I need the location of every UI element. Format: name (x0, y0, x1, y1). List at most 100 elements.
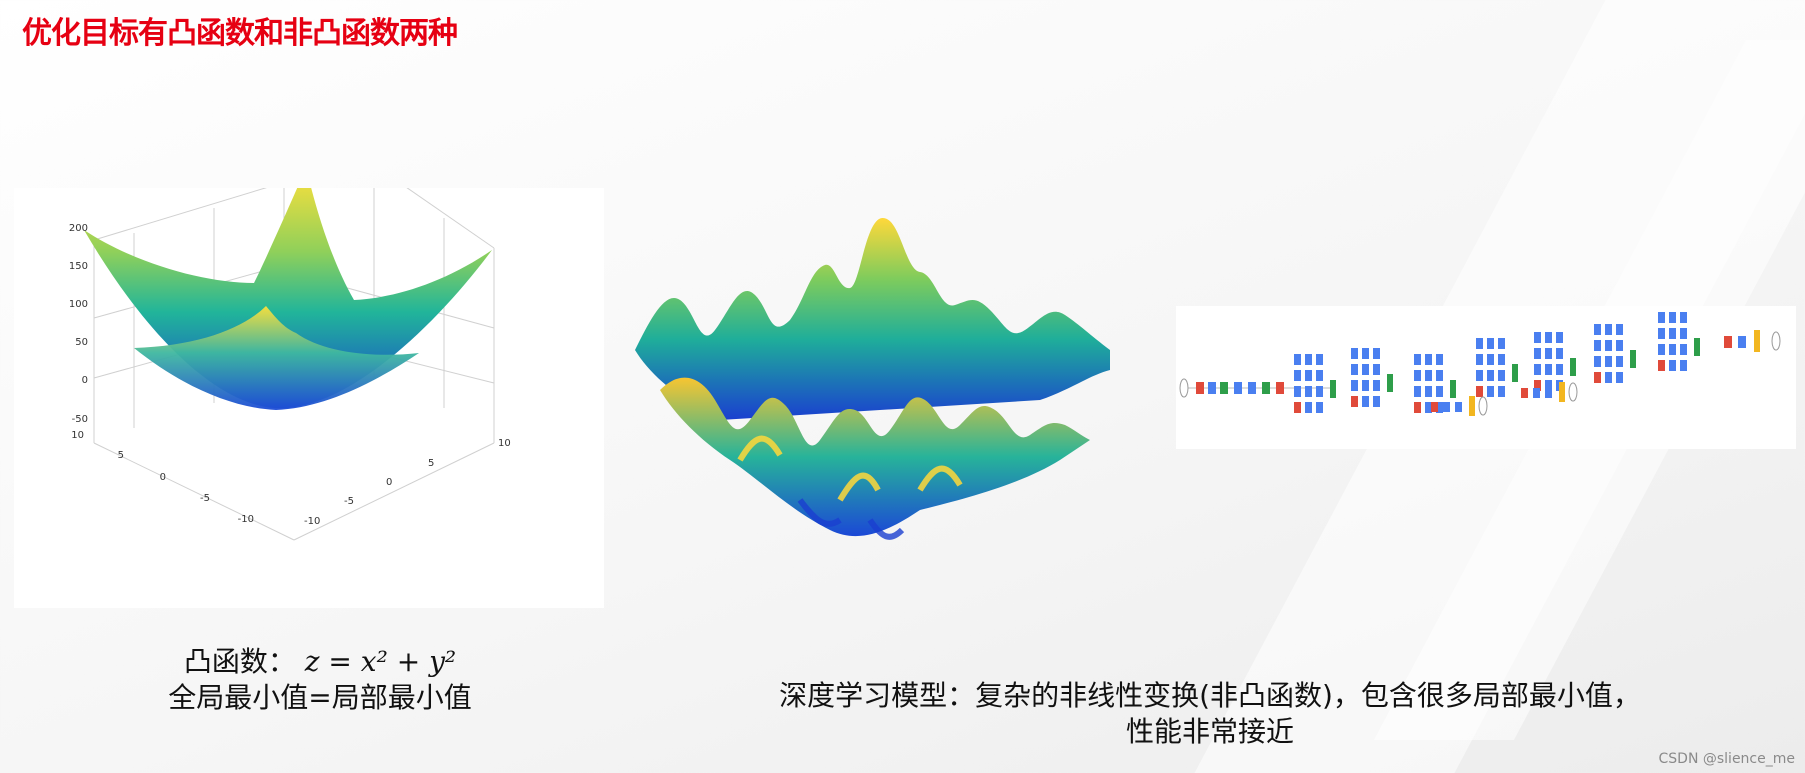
network-layer-block (1196, 382, 1204, 394)
network-layer-block (1605, 372, 1612, 383)
network-layer-block (1316, 402, 1323, 413)
network-layer-block (1680, 344, 1687, 355)
network-layer-block (1436, 370, 1443, 381)
network-layer-block (1594, 340, 1601, 351)
network-layer-block (1521, 388, 1528, 398)
network-layer-block (1294, 370, 1301, 381)
network-layer-block (1534, 364, 1541, 375)
network-layer-block (1362, 380, 1369, 391)
x-tick: -10 (238, 514, 254, 525)
network-layer-block (1305, 402, 1312, 413)
y-tick: -10 (304, 516, 320, 527)
network-layer-block (1669, 360, 1676, 371)
network-layer-block (1669, 312, 1676, 323)
x-tick: -5 (200, 493, 210, 504)
nonconvex-ridges (737, 435, 963, 502)
network-layer-block (1373, 364, 1380, 375)
network-layer-block (1425, 354, 1432, 365)
network-concat-block (1630, 350, 1636, 368)
network-layer-block (1414, 386, 1421, 397)
network-layer-block (1351, 396, 1358, 407)
z-tick: 50 (75, 337, 88, 348)
network-aux-output-node (1568, 382, 1578, 402)
convex-plot-panel: 200 150 100 50 0 -50 10 5 0 -5 -10 -10 -… (14, 157, 604, 608)
network-layer-block (1276, 382, 1284, 394)
network-layer-block (1658, 312, 1665, 323)
network-layer-block (1616, 356, 1623, 367)
nonconvex-caption-line2: 性能非常接近 (1125, 715, 1294, 748)
network-input-node (1179, 378, 1189, 398)
network-layer-block (1305, 386, 1312, 397)
network-layer-block (1534, 380, 1541, 391)
network-layer-block (1487, 338, 1494, 349)
network-layer-block (1425, 370, 1432, 381)
network-concat-block (1387, 374, 1393, 392)
network-layer-block (1534, 332, 1541, 343)
network-layer-block (1436, 354, 1443, 365)
network-layer-block (1534, 348, 1541, 359)
network-layer-block (1658, 360, 1665, 371)
network-layer-block (1362, 364, 1369, 375)
network-layer-block (1414, 354, 1421, 365)
network-layer-block (1680, 360, 1687, 371)
network-layer-block (1294, 386, 1301, 397)
network-layer-block (1498, 386, 1505, 397)
network-layer-block (1545, 380, 1552, 391)
convex-formula: z = x² + y² (304, 645, 457, 678)
network-layer-block (1455, 402, 1462, 412)
network-layer-block (1605, 324, 1612, 335)
network-output-block (1754, 330, 1760, 352)
nonconvex-plot-panel (620, 200, 1135, 560)
network-layer-block (1373, 396, 1380, 407)
page-title: 优化目标有凸函数和非凸函数两种 (22, 16, 458, 51)
network-layer-block (1373, 380, 1380, 391)
network-layer-block (1294, 354, 1301, 365)
network-layer-block (1545, 388, 1552, 398)
convex-bowl-front (134, 306, 419, 410)
network-layer-block (1498, 370, 1505, 381)
network-layer-block (1545, 364, 1552, 375)
x-axis-ticks: 10 5 0 -5 -10 (71, 430, 254, 525)
network-output-node (1771, 331, 1781, 351)
network-layer-block (1594, 372, 1601, 383)
network-layer-block (1262, 382, 1270, 394)
convex-surface-plot: 200 150 100 50 0 -50 10 5 0 -5 -10 -10 -… (69, 157, 511, 541)
network-layer-block (1305, 370, 1312, 381)
network-diagram-svg (1179, 312, 1781, 416)
z-tick: 0 (82, 375, 88, 386)
network-layer-block (1658, 328, 1665, 339)
network-layer-block (1545, 332, 1552, 343)
network-layer-block (1594, 324, 1601, 335)
network-layer-block (1431, 402, 1438, 412)
network-layer-block (1556, 332, 1563, 343)
z-tick: 150 (69, 261, 88, 272)
network-layer-block (1669, 344, 1676, 355)
network-layer-block (1669, 328, 1676, 339)
network-output-block (1559, 382, 1565, 402)
network-layer-block (1294, 402, 1301, 413)
nonconvex-caption-line1: 深度学习模型：复杂的非线性变换(非凸函数)，包含很多局部最小值， (779, 679, 1641, 712)
network-layer-block (1605, 356, 1612, 367)
nonconvex-back-surface (635, 217, 1110, 420)
network-layer-block (1533, 388, 1540, 398)
y-tick: 5 (428, 458, 434, 469)
y-axis-ticks: -10 -5 0 5 10 (304, 438, 511, 527)
network-layer-block (1414, 370, 1421, 381)
nonconvex-valleys (797, 498, 905, 540)
network-layer-block (1724, 336, 1732, 348)
convex-caption-line2: 全局最小值=局部最小值 (168, 681, 472, 714)
network-layer-block (1616, 324, 1623, 335)
network-layer-block (1498, 338, 1505, 349)
network-layer-block (1436, 402, 1443, 413)
network-layer-block (1316, 354, 1323, 365)
x-tick: 5 (118, 450, 124, 461)
network-layer-block (1248, 382, 1256, 394)
network-layer-block (1476, 354, 1483, 365)
network-layer-block (1362, 396, 1369, 407)
convex-caption-line1: 凸函数： z = x² + y² (140, 644, 500, 680)
nonconvex-front-surface (660, 377, 1090, 537)
network-layer-block (1498, 354, 1505, 365)
network-layer-block (1556, 348, 1563, 359)
convex-caption: 凸函数： z = x² + y² 全局最小值=局部最小值 (140, 644, 500, 716)
network-layer-block (1373, 348, 1380, 359)
